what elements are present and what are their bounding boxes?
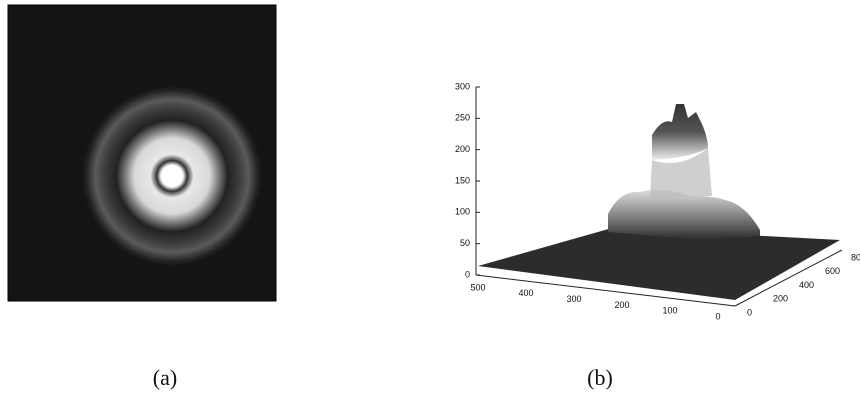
z-tick-label: 150 — [455, 175, 470, 185]
y-tick-label: 600 — [825, 266, 840, 276]
surface-plot — [475, 87, 843, 307]
x-tick-label: 300 — [566, 294, 581, 304]
z-tick-label: 300 — [455, 81, 470, 91]
peak — [652, 104, 708, 160]
y-tick-label: 0 — [747, 307, 752, 317]
z-tick-label: 100 — [455, 207, 470, 217]
z-tick-label: 50 — [460, 238, 470, 248]
peak-skirt — [650, 148, 712, 198]
z-tick-label: 250 — [455, 113, 470, 123]
z-tick-label: 0 — [465, 269, 470, 279]
plateau — [608, 189, 760, 240]
floor — [478, 228, 840, 300]
caption: (b) — [587, 365, 613, 390]
x-tick-label: 100 — [662, 306, 677, 316]
x-tick-label: 500 — [470, 282, 485, 292]
y-tick-label: 400 — [799, 280, 814, 290]
x-tick-label: 200 — [614, 300, 629, 310]
x-axis — [475, 274, 736, 307]
y-axis — [734, 249, 843, 307]
caption: (a) — [153, 365, 177, 390]
beam-rings — [82, 86, 262, 266]
y-tick-label: 200 — [773, 294, 788, 304]
z-tick-label: 200 — [455, 144, 470, 154]
y-tick-label: 800 — [851, 252, 860, 262]
image-border — [7, 4, 277, 302]
x-tick-label: 0 — [715, 311, 720, 321]
x-tick-label: 400 — [518, 288, 533, 298]
